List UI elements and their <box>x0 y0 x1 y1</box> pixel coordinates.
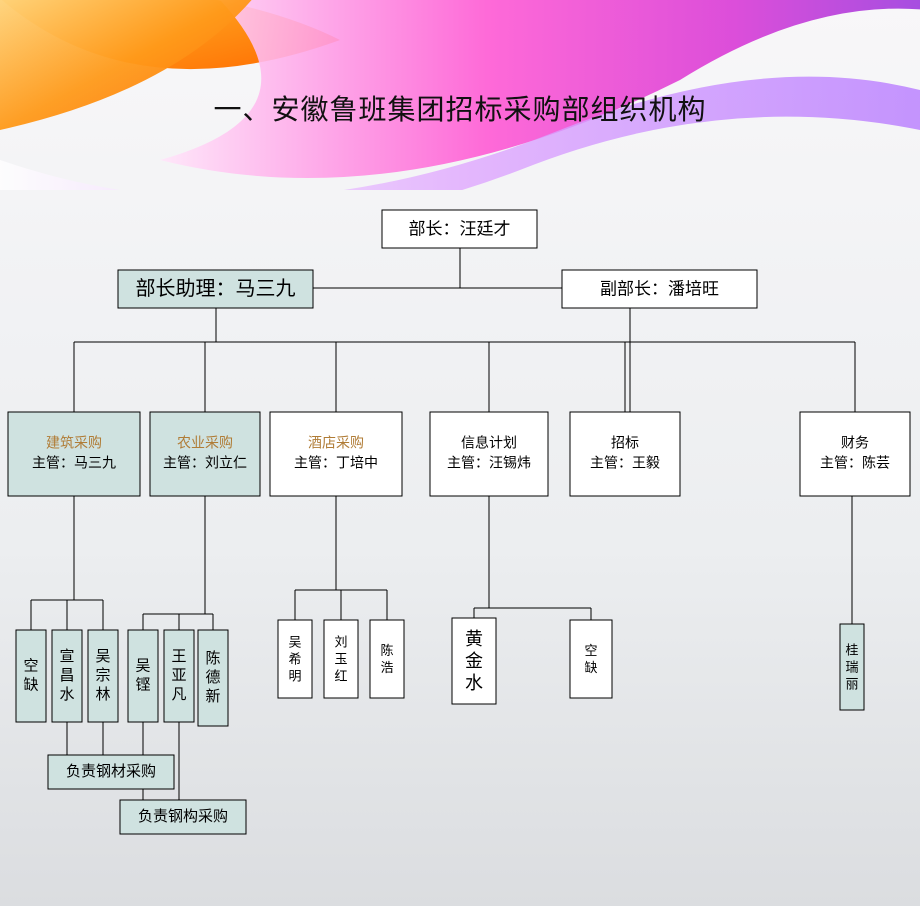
svg-text:主管：王毅: 主管：王毅 <box>590 455 660 472</box>
svg-text:陈: 陈 <box>380 643 393 658</box>
org-node-d2: 农业采购主管：刘立仁 <box>150 412 260 496</box>
svg-text:负责钢材采购: 负责钢材采购 <box>66 763 156 780</box>
org-node-p_cdx: 陈德新 <box>198 630 228 726</box>
svg-text:负责钢构采购: 负责钢构采购 <box>138 808 228 825</box>
svg-text:红: 红 <box>334 669 347 684</box>
svg-text:建筑采购: 建筑采购 <box>46 436 102 452</box>
org-node-p_xcs: 宣昌水 <box>52 630 82 722</box>
svg-text:信息计划: 信息计划 <box>461 435 517 452</box>
org-node-p_hjs: 黄金水 <box>452 618 496 704</box>
svg-text:希: 希 <box>288 652 301 667</box>
svg-text:丽: 丽 <box>845 677 858 692</box>
org-node-p_ch: 陈浩 <box>370 620 404 698</box>
svg-text:缺: 缺 <box>23 677 38 694</box>
svg-text:空: 空 <box>584 643 597 658</box>
svg-text:主管：丁培中: 主管：丁培中 <box>294 456 378 472</box>
svg-text:桂: 桂 <box>845 643 858 658</box>
org-node-p_kq: 空缺 <box>16 630 46 722</box>
svg-text:黄: 黄 <box>465 629 483 649</box>
svg-text:新: 新 <box>205 688 220 705</box>
svg-text:招标: 招标 <box>611 436 639 452</box>
svg-text:金: 金 <box>465 651 483 671</box>
svg-text:财务: 财务 <box>841 436 869 452</box>
svg-text:德: 德 <box>205 668 220 686</box>
org-node-d4: 信息计划主管：汪锡炜 <box>430 412 548 496</box>
svg-text:主管：刘立仁: 主管：刘立仁 <box>163 456 247 472</box>
org-node-d5: 招标主管：王毅 <box>570 412 680 496</box>
svg-text:浩: 浩 <box>380 660 393 675</box>
svg-text:农业采购: 农业采购 <box>177 436 233 452</box>
org-node-director: 部长：汪廷才 <box>382 210 537 248</box>
svg-text:玉: 玉 <box>334 652 347 667</box>
svg-text:酒店采购: 酒店采购 <box>308 436 364 452</box>
page-title: 一、安徽鲁班集团招标采购部组织机构 <box>0 88 920 128</box>
svg-text:明: 明 <box>288 669 301 684</box>
svg-text:林: 林 <box>95 686 110 703</box>
svg-text:空: 空 <box>23 658 38 675</box>
svg-text:部长：汪廷才: 部长：汪廷才 <box>409 220 511 239</box>
svg-text:王: 王 <box>171 649 186 665</box>
org-node-p_grl: 桂瑞丽 <box>840 624 864 710</box>
org-node-p_lyh: 刘玉红 <box>324 620 358 698</box>
org-node-r2: 负责钢构采购 <box>120 800 246 834</box>
org-chart: 部长：汪廷才部长助理：马三九副部长：潘培旺建筑采购主管：马三九农业采购主管：刘立… <box>0 200 920 906</box>
org-node-assistant: 部长助理：马三九 <box>118 270 313 308</box>
svg-text:水: 水 <box>59 686 74 703</box>
org-edge <box>460 248 562 288</box>
svg-text:瑞: 瑞 <box>845 660 858 675</box>
org-node-r1: 负责钢材采购 <box>48 755 174 789</box>
org-node-deputy: 副部长：潘培旺 <box>562 270 757 308</box>
svg-text:刘: 刘 <box>334 635 347 650</box>
svg-text:铿: 铿 <box>135 677 150 694</box>
org-node-d6: 财务主管：陈芸 <box>800 412 910 496</box>
svg-text:昌: 昌 <box>59 668 74 684</box>
org-node-p_wxm: 吴希明 <box>278 620 312 698</box>
svg-text:陈: 陈 <box>205 649 220 667</box>
org-node-d3: 酒店采购主管：丁培中 <box>270 412 402 496</box>
org-node-p_wzl: 吴宗林 <box>88 630 118 722</box>
org-edge <box>313 248 460 288</box>
svg-text:水: 水 <box>465 673 483 693</box>
svg-text:主管：陈芸: 主管：陈芸 <box>820 455 890 472</box>
org-node-p_wyf: 王亚凡 <box>164 630 194 722</box>
svg-text:吴: 吴 <box>135 658 150 675</box>
svg-text:主管：汪锡炜: 主管：汪锡炜 <box>447 456 531 472</box>
svg-text:宗: 宗 <box>95 666 110 684</box>
org-node-p_wk: 吴铿 <box>128 630 158 722</box>
svg-text:部长助理：马三九: 部长助理：马三九 <box>136 277 296 300</box>
svg-text:副部长：潘培旺: 副部长：潘培旺 <box>600 280 719 299</box>
svg-text:缺: 缺 <box>584 660 597 675</box>
org-node-p_kq2: 空缺 <box>570 620 612 698</box>
svg-text:吴: 吴 <box>288 635 301 650</box>
svg-text:主管：马三九: 主管：马三九 <box>32 456 116 472</box>
svg-text:凡: 凡 <box>171 687 186 703</box>
org-node-d1: 建筑采购主管：马三九 <box>8 412 140 496</box>
svg-text:亚: 亚 <box>171 668 186 684</box>
svg-text:宣: 宣 <box>59 648 74 665</box>
svg-text:吴: 吴 <box>95 648 110 665</box>
